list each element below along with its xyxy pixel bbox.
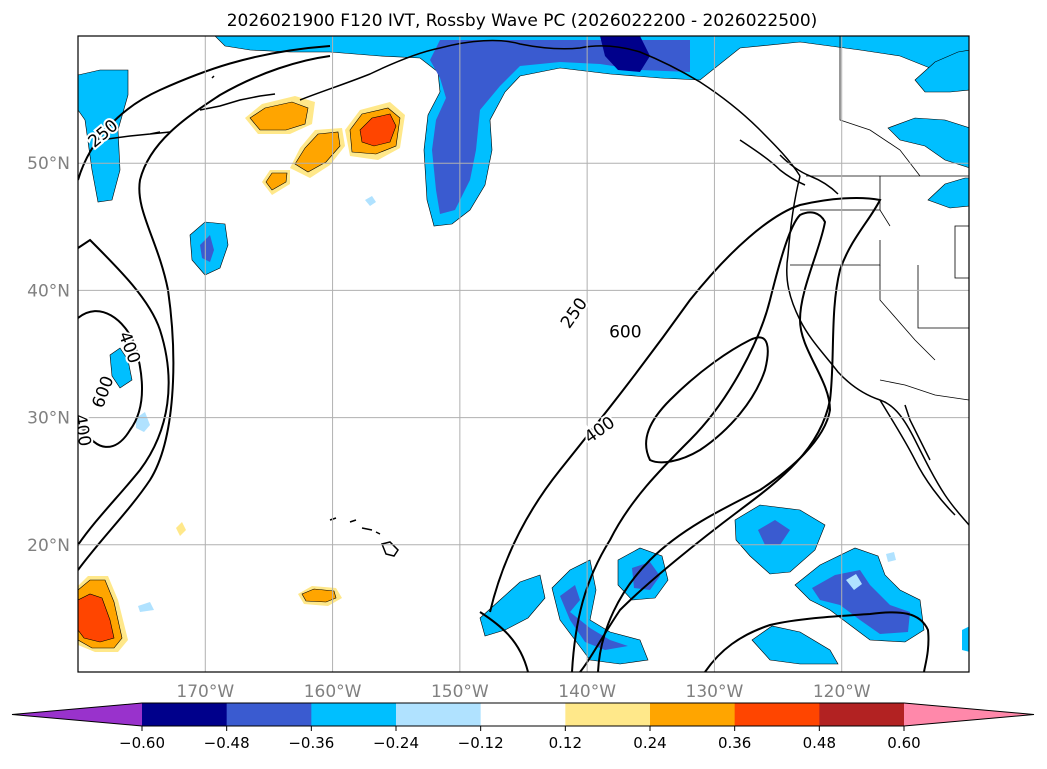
coast-vancouver bbox=[739, 139, 806, 186]
pos-ivt-region-6-core bbox=[301, 588, 337, 603]
contour-label: 600 bbox=[609, 322, 641, 342]
neg-ivt-region-west-2-core bbox=[200, 235, 214, 262]
border-state-ca-nv bbox=[879, 265, 936, 361]
neg-ivt-region-ne-2 bbox=[887, 117, 969, 168]
longitude-labels: 170°W 160°W 150°W 140°W 130°W 120°W bbox=[176, 682, 870, 702]
neg-ivt-region-south-6 bbox=[751, 625, 839, 665]
colorbar-tick-label: −0.36 bbox=[288, 734, 334, 752]
lat-tick-label: 30°N bbox=[27, 409, 70, 429]
neg-ivt-region-tiny bbox=[365, 196, 376, 206]
contour-400-east bbox=[571, 211, 832, 672]
border-us-mexico bbox=[879, 379, 969, 401]
colorbar-tick-label: −0.48 bbox=[204, 734, 250, 752]
neg-ivt-region-west-4 bbox=[136, 412, 150, 432]
neg-ivt-region-ne-1 bbox=[914, 49, 969, 93]
neg-ivt-region-west-3 bbox=[109, 347, 133, 389]
colorbar bbox=[11, 702, 1035, 727]
figure-title: 2026021900 F120 IVT, Rossby Wave PC (202… bbox=[227, 11, 818, 31]
neg-ivt-region-ne-3 bbox=[927, 177, 969, 209]
neg-ivt-region-south-3-core bbox=[632, 562, 660, 590]
contour-label: 400 bbox=[69, 413, 94, 448]
contour-600-west bbox=[78, 310, 143, 448]
colorbar-segment bbox=[311, 703, 397, 726]
latitude-labels: 20°N 30°N 40°N 50°N bbox=[27, 154, 70, 556]
pos-ivt-region-1-core bbox=[249, 101, 309, 131]
neg-ivt-region-west-5 bbox=[138, 602, 154, 612]
contour-250-southeast bbox=[704, 611, 930, 672]
border-state-id bbox=[879, 176, 969, 279]
coast-west-us bbox=[785, 175, 969, 526]
border-alaska-canada bbox=[839, 36, 921, 177]
contour-600-east bbox=[645, 336, 769, 464]
colorbar-tick-label: 0.60 bbox=[887, 734, 920, 752]
contour-250-east-b bbox=[479, 611, 529, 672]
neg-ivt-region-south-5-hole bbox=[846, 574, 862, 590]
political-borders bbox=[790, 36, 969, 401]
colorbar-segment bbox=[819, 703, 905, 726]
colorbar-extend-high bbox=[904, 703, 1034, 726]
colorbar-tick-label: 0.48 bbox=[803, 734, 836, 752]
pos-ivt-region-5-peak bbox=[78, 593, 115, 643]
lat-tick-label: 40°N bbox=[27, 281, 70, 301]
neg-ivt-region-south-5-core bbox=[812, 570, 910, 634]
neg-ivt-region-south-8 bbox=[886, 552, 896, 562]
colorbar-tick-labels: −0.60 −0.48 −0.36 −0.24 −0.12 0.12 0.24 0.36 0.4… bbox=[119, 726, 921, 752]
lon-tick-label: 150°W bbox=[431, 682, 489, 702]
colorbar-segment bbox=[650, 703, 736, 726]
pos-ivt-region-2-core bbox=[294, 131, 341, 173]
ivt-contours bbox=[78, 45, 930, 672]
border-state-nv-az bbox=[917, 265, 969, 329]
map-frame bbox=[77, 35, 970, 673]
colorbar-tick-label: 0.36 bbox=[718, 734, 751, 752]
neg-ivt-region-south-7 bbox=[962, 626, 969, 652]
contour-250-west bbox=[78, 45, 331, 181]
coast-alaska bbox=[299, 39, 801, 177]
colorbar-tick-label: −0.24 bbox=[373, 734, 419, 752]
colorbar-extend-low bbox=[12, 703, 142, 726]
colorbar-segment bbox=[565, 703, 651, 726]
colorbar-segment bbox=[142, 703, 228, 726]
lon-tick-label: 170°W bbox=[176, 682, 234, 702]
colorbar-tick-label: −0.60 bbox=[119, 734, 165, 752]
colorbar-tick-label: −0.12 bbox=[458, 734, 504, 752]
neg-ivt-region-south-1 bbox=[479, 574, 546, 637]
lat-tick-label: 20°N bbox=[27, 536, 70, 556]
neg-ivt-region-south-4-core bbox=[758, 520, 790, 545]
positive-ivt-shading bbox=[78, 96, 405, 652]
pos-ivt-region-3-peak bbox=[359, 113, 397, 147]
colorbar-tick-label: 0.12 bbox=[549, 734, 582, 752]
lon-tick-label: 130°W bbox=[686, 682, 744, 702]
pos-ivt-region-4-core bbox=[265, 172, 288, 191]
colorbar-tick-label: 0.24 bbox=[633, 734, 666, 752]
neg-ivt-region-north-core bbox=[430, 40, 690, 214]
lon-tick-label: 120°W bbox=[813, 682, 871, 702]
colorbar-segment bbox=[734, 703, 820, 726]
contour-250-west-b bbox=[78, 55, 331, 571]
lon-tick-label: 140°W bbox=[558, 682, 616, 702]
contour-250-east bbox=[489, 196, 882, 672]
pos-ivt-region-7 bbox=[176, 522, 186, 536]
gridlines bbox=[78, 36, 969, 672]
colorbar-segment bbox=[226, 703, 312, 726]
negative-ivt-shading bbox=[78, 36, 969, 665]
neg-ivt-region-south-2-core bbox=[560, 585, 628, 650]
coastlines bbox=[99, 39, 969, 557]
coast-alaska-islands bbox=[99, 75, 276, 141]
neg-ivt-region-west-1 bbox=[78, 69, 129, 203]
contour-400-west bbox=[78, 238, 170, 546]
colorbar-segment bbox=[480, 703, 566, 726]
neg-ivt-region-north-band bbox=[214, 36, 969, 227]
neg-ivt-region-north-darkcore bbox=[600, 36, 650, 72]
colorbar-segment bbox=[396, 703, 482, 726]
lat-tick-label: 50°N bbox=[27, 154, 70, 174]
lon-tick-label: 160°W bbox=[304, 682, 362, 702]
